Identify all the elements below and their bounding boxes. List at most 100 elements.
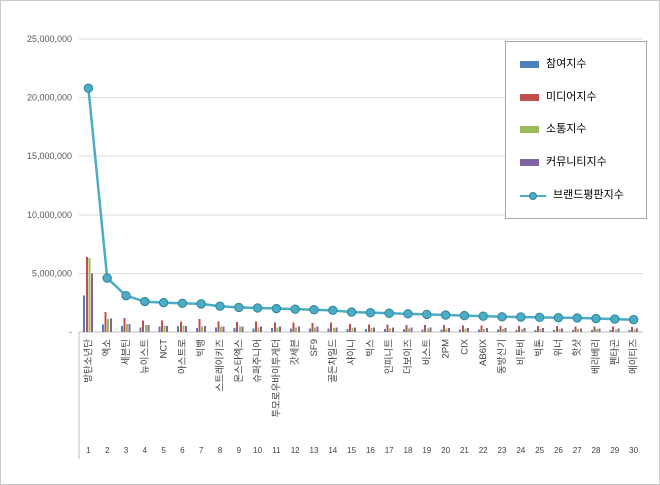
bar-커뮤니티지수: [185, 326, 187, 332]
bar-소통지수: [558, 329, 561, 332]
bar-미디어지수: [593, 326, 596, 332]
bar-커뮤니티지수: [297, 326, 300, 332]
line-marker: [403, 309, 413, 319]
bar-커뮤니티지수: [128, 323, 131, 332]
category-number: 21: [460, 446, 469, 455]
bar-소통지수: [276, 327, 279, 332]
line-marker: [102, 273, 112, 283]
y-axis-label: 25,000,000: [27, 34, 72, 44]
line-marker: [534, 312, 545, 323]
bar-커뮤니티지수: [429, 327, 432, 332]
line-marker: [365, 307, 376, 318]
bar-커뮤니티지수: [598, 328, 601, 332]
bar-커뮤니티지수: [561, 328, 563, 332]
bar-커뮤니티지수: [260, 326, 263, 332]
category-label: 엑소: [101, 339, 113, 357]
bar-참여지수: [496, 329, 499, 332]
bar-미디어지수: [236, 322, 239, 332]
category-label: 세븐틴: [121, 339, 132, 365]
bar-커뮤니티지수: [91, 273, 93, 332]
category-label: 스트레이키즈: [215, 339, 226, 392]
bar-커뮤니티지수: [203, 326, 206, 332]
category-label: 아스트로: [177, 339, 188, 374]
bar-미디어지수: [555, 326, 558, 332]
bar-참여지수: [421, 329, 424, 332]
bar-커뮤니티지수: [354, 327, 357, 332]
bar-참여지수: [346, 329, 349, 332]
category-label: 슈퍼주니어: [253, 339, 264, 383]
bar-참여지수: [177, 326, 180, 332]
category-number: 11: [272, 446, 281, 455]
category-label: 빅스: [365, 339, 376, 357]
bar-미디어지수: [311, 323, 314, 332]
category-label: SF9: [309, 339, 320, 356]
bar-미디어지수: [499, 326, 502, 332]
line-marker: [384, 308, 394, 318]
category-number: 28: [592, 446, 601, 455]
bar-미디어지수: [161, 320, 163, 332]
bar-참여지수: [572, 330, 574, 332]
line-marker: [252, 303, 263, 313]
category-number: 14: [328, 446, 337, 455]
legend-item-브랜드평판지수: 브랜드평판지수: [520, 190, 646, 201]
bar-미디어지수: [217, 321, 220, 332]
bar-참여지수: [440, 329, 443, 332]
category-number: 18: [404, 446, 413, 455]
category-number: 24: [516, 446, 525, 455]
category-label: 골든차일드: [327, 339, 339, 383]
line-marker: [553, 313, 564, 323]
bar-참여지수: [478, 329, 480, 332]
legend: 참여지수 미디어지수 소통지수 커뮤니티지수 브랜드평판지수: [505, 41, 647, 219]
bar-미디어지수: [461, 325, 464, 332]
category-label: 갓세븐: [290, 339, 301, 365]
legend-item-커뮤니티지수: 커뮤니티지수: [520, 157, 646, 168]
bar-미디어지수: [273, 322, 276, 332]
category-label: 투모로우바이투게더: [271, 339, 282, 418]
line-marker: [290, 304, 300, 314]
bar-참여지수: [609, 330, 612, 332]
category-label: 뉴이스트: [140, 339, 151, 374]
bar-참여지수: [459, 329, 462, 332]
bar-소통지수: [238, 326, 241, 332]
bar-미디어지수: [142, 320, 145, 332]
bar-소통지수: [107, 319, 110, 332]
bar-미디어지수: [537, 326, 539, 332]
legend-bar-marker: [520, 126, 539, 134]
bar-소통지수: [464, 328, 467, 332]
category-number: 13: [310, 446, 319, 455]
category-number: 25: [535, 446, 544, 455]
bar-미디어지수: [518, 326, 521, 332]
bar-참여지수: [402, 329, 405, 332]
bar-커뮤니티지수: [485, 327, 488, 332]
category-number: 27: [573, 446, 582, 455]
bar-소통지수: [144, 324, 147, 332]
legend-item-참여지수: 참여지수: [520, 58, 646, 70]
bar-소통지수: [520, 329, 523, 332]
category-number: 10: [253, 446, 262, 455]
bar-미디어지수: [574, 326, 577, 332]
category-label: 위너: [552, 339, 564, 356]
category-number: 29: [610, 446, 619, 455]
category-number: 20: [441, 446, 450, 455]
bar-소통지수: [596, 329, 598, 332]
bar-참여지수: [590, 330, 593, 332]
bar-미디어지수: [330, 322, 333, 332]
category-number: 7: [199, 446, 204, 455]
bar-참여지수: [252, 328, 255, 332]
line-marker: [591, 313, 601, 324]
line-marker: [516, 312, 526, 322]
line-marker: [572, 313, 582, 323]
line-marker: [140, 296, 150, 307]
bar-소통지수: [332, 327, 335, 332]
bar-소통지수: [445, 328, 448, 332]
bar-커뮤니티지수: [504, 327, 507, 332]
category-number: 4: [143, 446, 148, 455]
category-number: 12: [291, 446, 300, 455]
bar-소통지수: [614, 329, 617, 332]
legend-bar-marker: [520, 93, 539, 101]
bar-참여지수: [327, 328, 330, 332]
category-label: 방탄소년단: [83, 339, 94, 383]
bar-커뮤니티지수: [617, 328, 620, 332]
bar-미디어지수: [179, 321, 182, 332]
